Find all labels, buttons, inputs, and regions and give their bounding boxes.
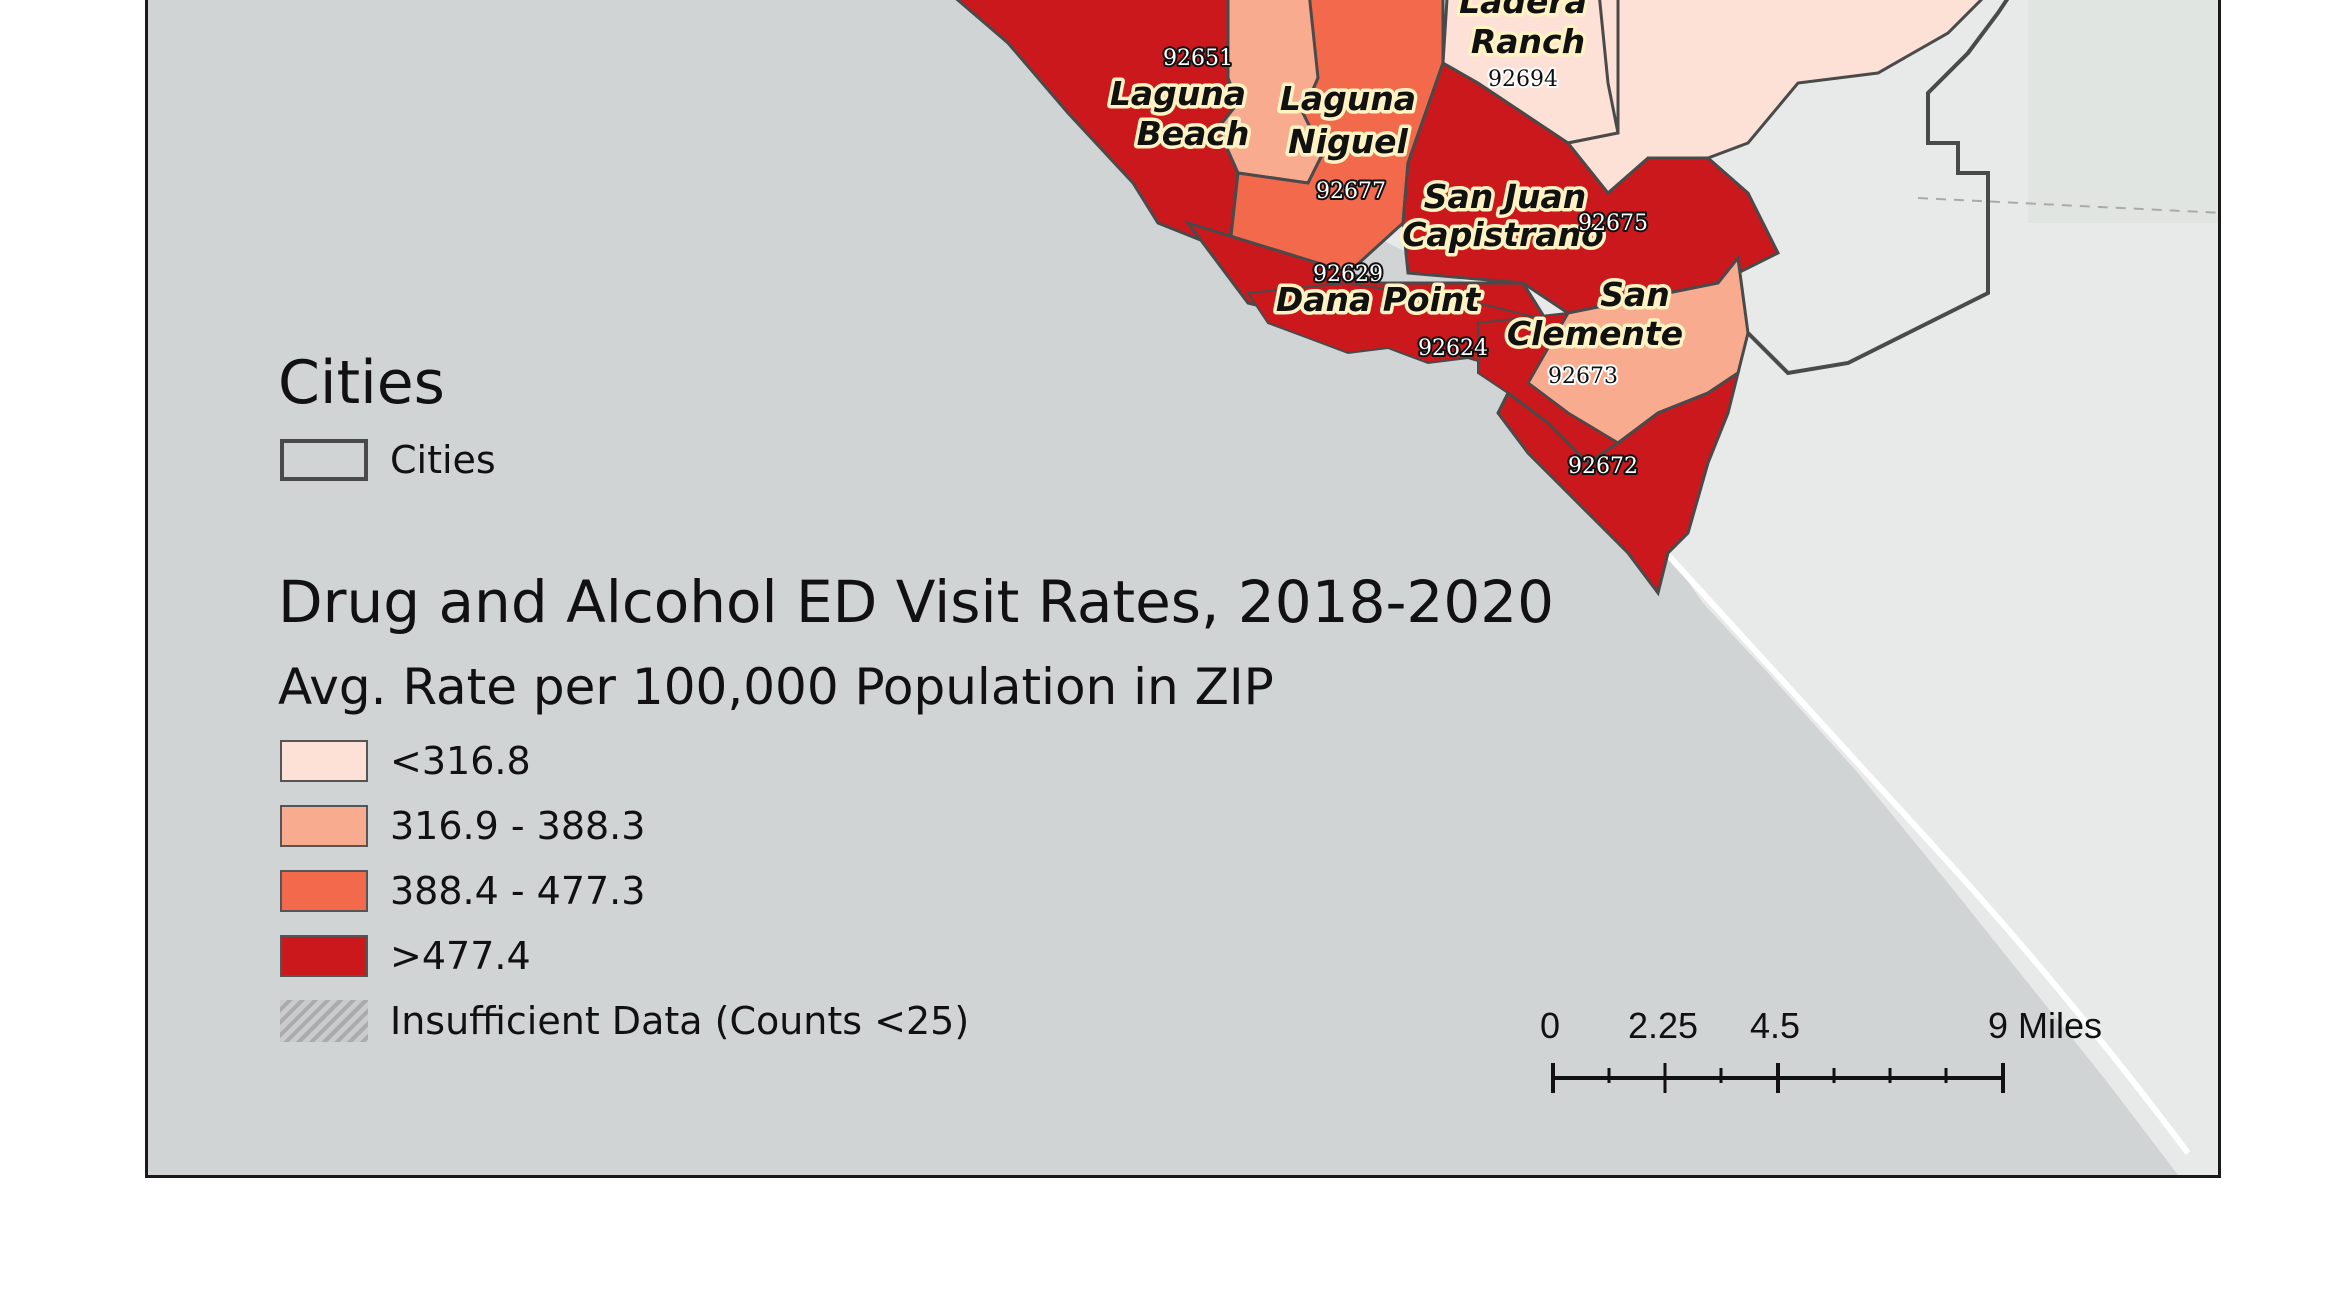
- city-label-laguna-beach-2: Beach: [1137, 114, 1250, 153]
- legend-swatch-3: [280, 870, 368, 912]
- legend-rates-title: Drug and Alcohol ED Visit Rates, 2018-20…: [278, 568, 1555, 636]
- legend-class-2-label: 316.9 - 388.3: [390, 804, 646, 848]
- city-label-dana-point: Dana Point: [1276, 280, 1482, 319]
- city-label-san-clemente-2: Clemente: [1507, 314, 1683, 353]
- legend-swatch-1: [280, 740, 368, 782]
- legend-class-1-label: <316.8: [390, 739, 531, 783]
- scale-label-4-5: 4.5: [1750, 1005, 1801, 1046]
- legend-rates-subtitle: Avg. Rate per 100,000 Population in ZIP: [278, 658, 1274, 716]
- zip-label-92672: 92672: [1568, 454, 1638, 479]
- city-label-ladera-2: Ranch: [1471, 22, 1585, 61]
- map-frame: Ladera Ranch Laguna Beach Laguna Niguel …: [145, 0, 2221, 1178]
- zip-label-92651: 92651: [1163, 46, 1233, 71]
- city-boundary-north: [1598, 0, 1620, 134]
- city-label-san-juan-1: San Juan: [1424, 177, 1587, 216]
- legend-swatch-4: [280, 935, 368, 977]
- legend-class-3: 388.4 - 477.3: [280, 869, 645, 913]
- legend-insufficient: Insufficient Data (Counts <25): [280, 999, 969, 1043]
- cities-outline-swatch: [280, 439, 368, 481]
- zip-label-92624: 92624: [1418, 336, 1488, 361]
- zip-label-92673: 92673: [1548, 364, 1618, 389]
- city-label-laguna-niguel-1: Laguna: [1280, 79, 1416, 118]
- city-label-san-clemente-1: San: [1600, 275, 1670, 314]
- zip-label-92675: 92675: [1578, 211, 1648, 236]
- scale-label-2-25: 2.25: [1628, 1005, 1699, 1046]
- coast-highway: [1665, 552, 2191, 1155]
- zip-92672-area: [1496, 369, 1741, 597]
- scale-bar: [1551, 1063, 2005, 1093]
- scale-label-9-miles: 9 Miles: [1988, 1005, 2103, 1046]
- city-label-laguna-beach-1: Laguna: [1110, 74, 1246, 113]
- legend-cities-item: Cities: [280, 438, 496, 482]
- city-label-ladera-1: Ladera: [1459, 0, 1587, 21]
- zip-label-92629: 92629: [1313, 262, 1383, 287]
- city-label-san-juan-2: Capistrano: [1402, 215, 1604, 254]
- county-line: [1917, 197, 2218, 214]
- legend-swatch-2: [280, 805, 368, 847]
- city-boundary: [1746, 0, 2010, 376]
- legend-insufficient-label: Insufficient Data (Counts <25): [390, 999, 970, 1043]
- zip-92694-east: [1565, 0, 1984, 196]
- city-label-laguna-niguel-2: Niguel: [1288, 122, 1408, 161]
- legend-cities-title: Cities: [278, 348, 445, 418]
- legend-cities-label: Cities: [390, 438, 496, 482]
- hatch-swatch: [280, 1000, 368, 1042]
- map-canvas: Ladera Ranch Laguna Beach Laguna Niguel …: [955, 0, 2218, 1175]
- legend-class-1: <316.8: [280, 739, 531, 783]
- legend-class-2: 316.9 - 388.3: [280, 804, 645, 848]
- scale-label-0: 0: [1540, 1005, 1561, 1046]
- zip-label-92694: 92694: [1488, 67, 1558, 92]
- legend-class-4: >477.4: [280, 934, 531, 978]
- legend-class-3-label: 388.4 - 477.3: [390, 869, 646, 913]
- zip-label-92677: 92677: [1316, 179, 1386, 204]
- inland-land: [1094, 0, 2218, 1175]
- east-land: [2028, 0, 2218, 223]
- legend-class-4-label: >477.4: [390, 934, 531, 978]
